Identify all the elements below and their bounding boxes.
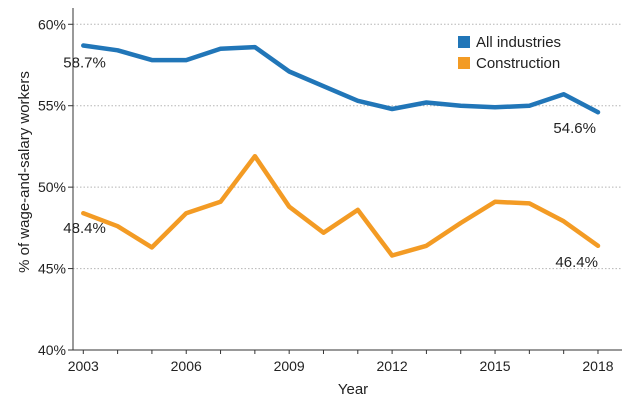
x-tick-label: 2003 [68, 358, 99, 374]
y-axis-ticks: 40% 45% 50% 55% 60% [38, 16, 73, 358]
x-axis-ticks: 2003 2006 2009 2012 2015 2018 [68, 350, 614, 374]
x-tick-label: 2009 [274, 358, 305, 374]
series-line-all-industries [81, 43, 601, 115]
x-tick-label: 2018 [582, 358, 613, 374]
legend-label: Construction [476, 55, 560, 72]
y-axis-title: % of wage-and-salary workers [16, 71, 33, 273]
series-lines [81, 43, 601, 258]
legend-swatch [458, 36, 470, 48]
data-label: 54.6% [553, 120, 596, 137]
legend: All industries Construction [458, 34, 561, 72]
axes [72, 8, 622, 351]
data-label: 48.4% [63, 220, 106, 237]
y-tick-label: 55% [38, 98, 66, 114]
y-tick-label: 60% [38, 16, 66, 32]
x-tick-label: 2012 [377, 358, 408, 374]
x-tick-label: 2006 [171, 358, 202, 374]
legend-swatch [458, 57, 470, 69]
data-label: 58.7% [63, 54, 106, 71]
y-tick-label: 50% [38, 179, 66, 195]
series-line-construction [81, 153, 601, 258]
x-axis-title: Year [338, 381, 368, 398]
data-label: 46.4% [555, 254, 598, 271]
x-tick-label: 2015 [479, 358, 510, 374]
y-tick-label: 40% [38, 342, 66, 358]
gridlines [73, 23, 622, 270]
data-labels: 58.7% 54.6% 48.4% 46.4% [63, 54, 598, 270]
y-tick-label: 45% [38, 261, 66, 277]
legend-label: All industries [476, 34, 561, 51]
